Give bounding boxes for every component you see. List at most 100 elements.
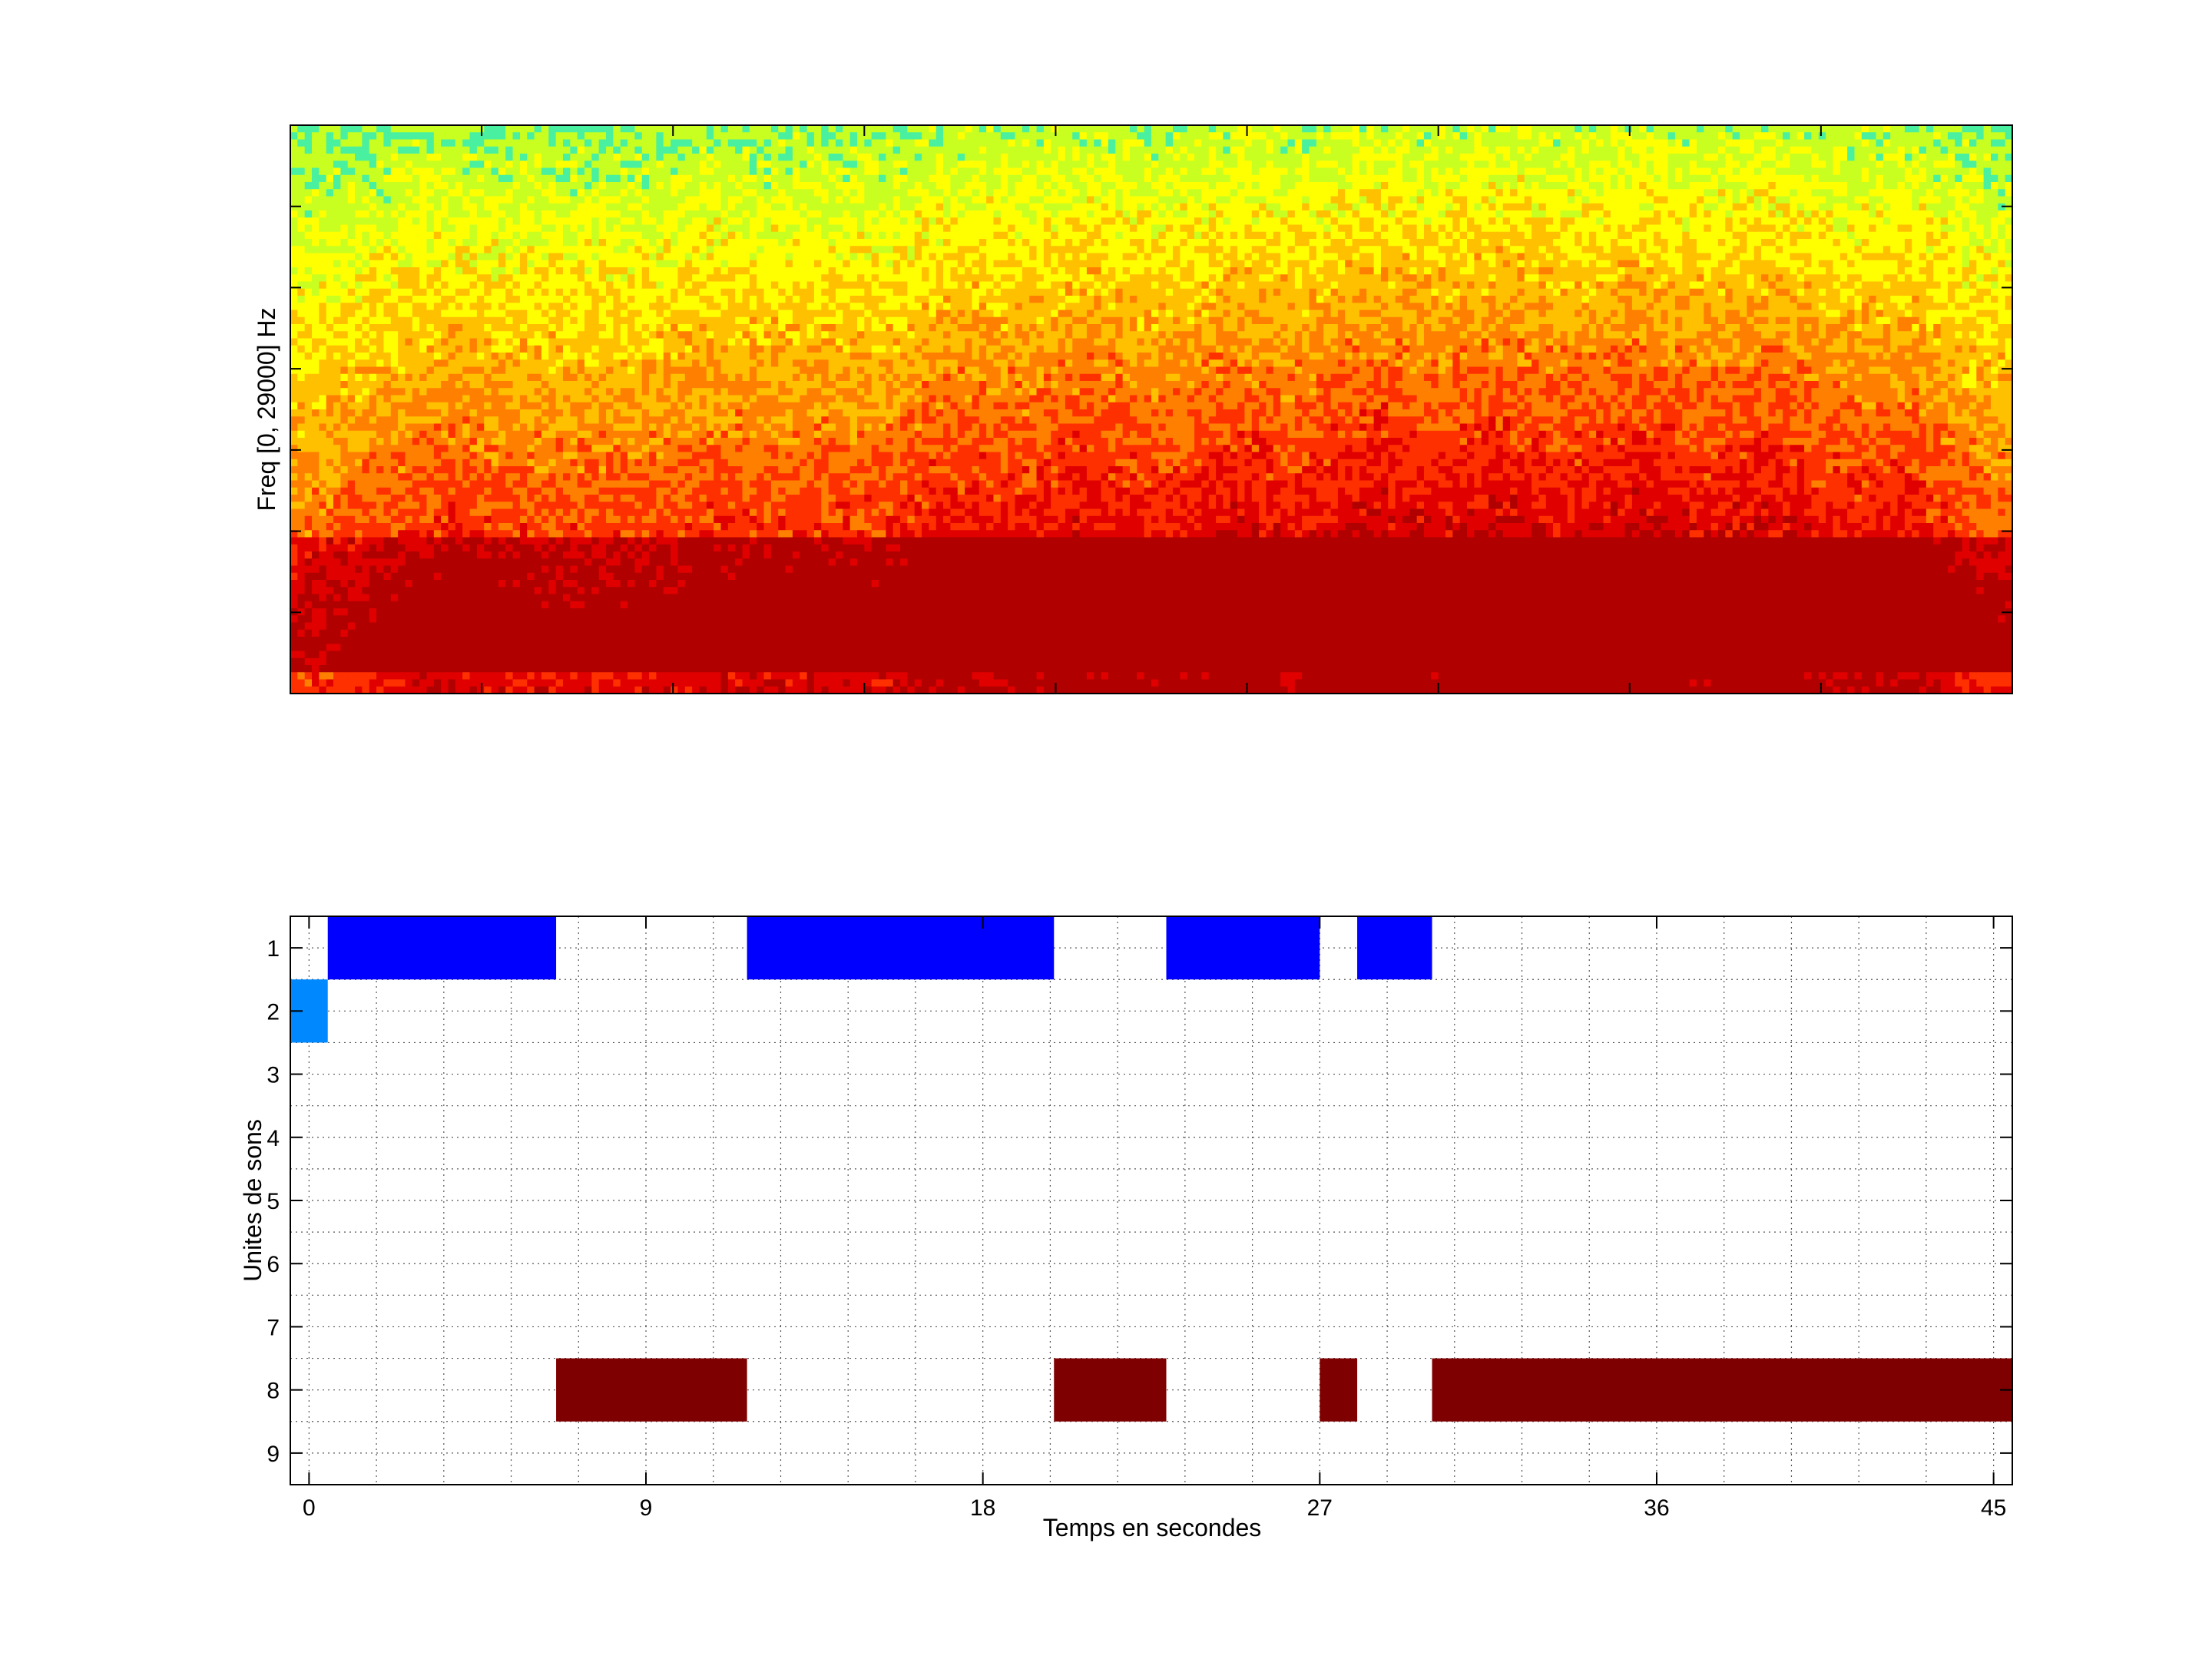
spectrogram-cell: [634, 601, 643, 609]
spectrogram-cell: [684, 615, 693, 624]
spectrogram-cell: [369, 338, 377, 346]
spectrogram-cell: [419, 473, 428, 482]
spectrogram-cell: [362, 644, 370, 652]
spectrogram-cell: [649, 345, 657, 353]
spectrogram-cell: [548, 373, 557, 382]
spectrogram-cell: [369, 246, 377, 254]
spectrogram-cell: [671, 672, 679, 680]
spectrogram-cell: [304, 288, 313, 296]
spectrogram-cell: [312, 402, 320, 410]
spectrogram-cell: [663, 274, 671, 283]
spectrogram-cell: [319, 572, 327, 581]
spectrogram-cell: [319, 366, 327, 375]
spectrogram-cell: [491, 146, 499, 154]
spectrogram-cell: [426, 260, 435, 268]
spectrogram-cell: [641, 459, 650, 467]
spectrogram-cell: [347, 423, 356, 432]
spectrogram-cell: [527, 359, 535, 368]
spectrogram-cell: [412, 154, 420, 161]
spectrogram-cell: [606, 580, 614, 588]
spectrogram-cell: [326, 452, 334, 460]
spectrogram-cell: [606, 296, 614, 303]
spectrogram-cell: [362, 366, 370, 375]
spectrogram-cell: [419, 665, 428, 673]
spectrogram-cell: [304, 502, 313, 510]
spectrogram-cell: [326, 260, 334, 268]
spectrogram-cell: [462, 657, 471, 666]
spectrogram-cell: [469, 246, 478, 254]
spectrogram-cell: [548, 601, 557, 609]
spectrogram-cell: [304, 196, 313, 204]
spectrogram-cell: [720, 345, 729, 353]
spectrogram-cell: [498, 523, 506, 531]
spectrogram-cell: [290, 296, 298, 303]
spectrogram-cell: [692, 402, 700, 410]
spectrogram-cell: [426, 551, 435, 559]
spectrogram-cell: [720, 316, 729, 325]
spectrogram-cell: [297, 395, 306, 403]
spectrogram-cell: [663, 430, 671, 439]
spectrogram-cell: [469, 296, 478, 303]
spectrogram-cell: [312, 274, 320, 283]
spectrogram-cell: [598, 508, 607, 517]
spectrogram-cell: [426, 203, 435, 211]
spectrogram-cell: [412, 381, 420, 389]
spectrogram-cell: [706, 125, 714, 133]
spectrogram-cell: [548, 132, 557, 141]
spectrogram-cell: [570, 629, 578, 637]
spectrogram-cell: [706, 260, 714, 268]
spectrogram-cell: [541, 452, 549, 460]
spectrogram-cell: [297, 580, 306, 588]
spectrogram-cell: [519, 381, 528, 389]
spectrogram-cell: [505, 530, 514, 538]
spectrogram-cell: [570, 239, 578, 247]
spectrogram-cell: [684, 495, 693, 502]
spectrogram-cell: [649, 423, 657, 432]
spectrogram-cell: [398, 523, 406, 531]
spectrogram-cell: [692, 487, 700, 495]
spectrogram-cell: [613, 445, 621, 453]
spectrogram-cell: [634, 182, 643, 190]
spectrogram-cell: [304, 416, 313, 425]
spectrogram-cell: [570, 402, 578, 410]
spectrogram-cell: [405, 629, 413, 637]
spectrogram-cell: [319, 487, 327, 495]
spectrogram-cell: [412, 331, 420, 339]
spectrogram-cell: [326, 438, 334, 445]
spectrogram-cell: [548, 125, 557, 133]
spectrogram-cell: [606, 537, 614, 545]
spectrogram-cell: [598, 402, 607, 410]
spectrogram-cell: [692, 239, 700, 247]
spectrogram-cell: [512, 565, 521, 574]
spectrogram-cell: [720, 587, 729, 595]
spectrogram-cell: [720, 253, 729, 261]
spectrogram-cell: [527, 502, 535, 510]
spectrogram-cell: [671, 182, 679, 190]
spectrogram-cell: [390, 409, 399, 417]
spectrogram-cell: [656, 515, 664, 524]
spectrogram-cell: [714, 672, 722, 680]
spectrogram-cell: [735, 239, 743, 247]
spectrogram-cell: [383, 672, 392, 680]
spectrogram-cell: [671, 331, 679, 339]
spectrogram-cell: [448, 502, 456, 510]
spectrogram-cell: [706, 537, 714, 545]
spectrogram-cell: [634, 224, 643, 233]
spectrogram-cell: [398, 473, 406, 482]
spectrogram-cell: [628, 196, 635, 204]
spectrogram-cell: [433, 253, 442, 261]
spectrogram-cell: [491, 253, 499, 261]
spectrogram-cell: [649, 132, 657, 141]
spectrogram-cell: [455, 587, 463, 595]
spectrogram-cell: [606, 487, 614, 495]
spectrogram-cell: [304, 125, 313, 133]
spectrogram-cell: [340, 167, 349, 176]
spectrogram-cell: [519, 267, 528, 275]
spectrogram-cell: [340, 644, 349, 652]
spectrogram-cell: [591, 608, 600, 616]
spectrogram-cell: [426, 161, 435, 169]
spectrogram-cell: [304, 274, 313, 283]
spectrogram-cell: [312, 316, 320, 325]
spectrogram-cell: [641, 565, 650, 574]
spectrogram-cell: [598, 224, 607, 233]
